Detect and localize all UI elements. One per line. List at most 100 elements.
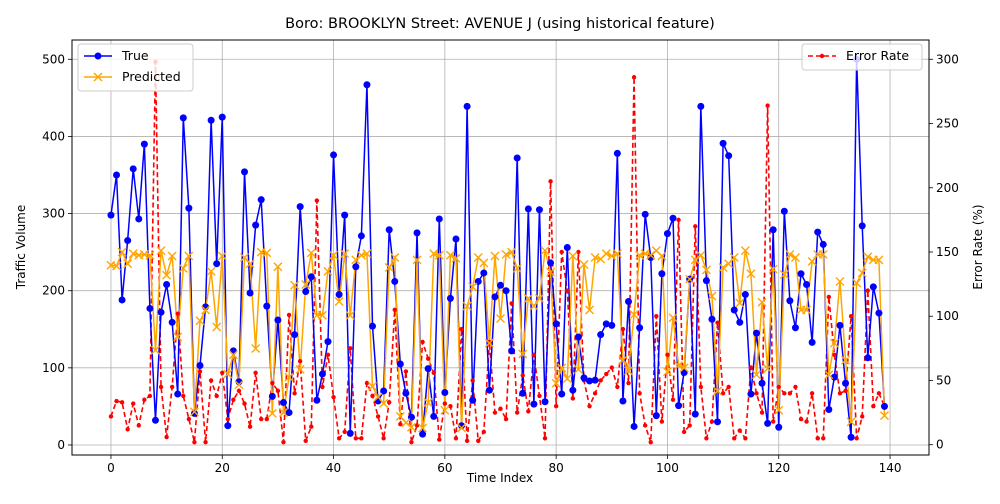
true-point	[814, 228, 822, 236]
error-rate-point	[592, 391, 598, 396]
error-rate-point	[425, 356, 431, 361]
true-point	[107, 211, 115, 219]
error-rate-point	[537, 393, 542, 399]
true-point	[380, 387, 388, 395]
y2-tick-label: 250	[936, 117, 959, 131]
true-point	[675, 402, 683, 410]
error-rate-point	[108, 414, 114, 419]
true-point	[363, 81, 371, 89]
predicted-point	[284, 372, 294, 382]
true-point	[808, 338, 816, 346]
true-point	[530, 400, 538, 408]
error-rate-point	[342, 429, 347, 435]
true-point	[341, 211, 349, 219]
predicted-point	[763, 364, 773, 374]
error-rate-point	[231, 397, 236, 402]
error-rate-point	[548, 179, 553, 184]
true-point	[257, 196, 265, 204]
true-point	[636, 324, 644, 332]
true-point	[441, 389, 449, 397]
predicted-point	[623, 366, 633, 376]
error-rate-point	[119, 400, 125, 405]
true-point	[302, 287, 310, 295]
error-rate-point	[498, 406, 503, 411]
true-point	[513, 154, 521, 162]
predicted-point	[445, 250, 455, 260]
predicted-point	[529, 301, 539, 311]
true-point	[647, 254, 655, 262]
true-point	[190, 409, 198, 417]
predicted-point	[785, 249, 795, 259]
error-rate-point	[336, 436, 342, 441]
error-rate-point	[809, 391, 815, 396]
y2-tick-label: 300	[936, 52, 959, 66]
error-rate-point	[876, 391, 882, 396]
error-rate-point	[570, 396, 576, 401]
predicted-point	[607, 251, 617, 261]
error-rate-point	[175, 311, 180, 316]
true-point	[842, 379, 850, 387]
true-point	[608, 321, 616, 329]
error-rate-point	[860, 414, 865, 419]
predicted-point	[278, 408, 288, 418]
y2-axis-label: Error Rate (%)	[971, 204, 985, 289]
predicted-point	[751, 370, 761, 380]
true-point	[168, 318, 176, 326]
predicted-point	[468, 282, 478, 292]
error-rate-point	[720, 391, 726, 396]
error-rate-point	[364, 380, 370, 386]
true-point	[819, 240, 827, 248]
error-rate-point	[631, 75, 637, 80]
error-rate-point	[459, 326, 464, 332]
predicted-point	[189, 407, 199, 417]
error-rate-point	[409, 439, 414, 445]
true-point	[780, 207, 788, 215]
predicted-point	[757, 297, 767, 307]
true-point	[730, 306, 738, 314]
x-tick-label: 140	[879, 461, 902, 475]
true-point	[357, 232, 365, 240]
error-rate-point	[220, 370, 225, 375]
y2-axis-ticks: 0 50 100 150 200 250 300	[929, 52, 959, 452]
x-tick-label: 120	[767, 461, 790, 475]
true-point	[291, 331, 299, 339]
predicted-point	[562, 374, 572, 384]
error-rate-point	[848, 314, 854, 319]
error-rate-point	[526, 409, 531, 414]
predicted-point	[345, 310, 355, 320]
true-point	[313, 396, 321, 404]
y-tick-label: 0	[57, 438, 65, 452]
plot-frame	[71, 39, 930, 456]
error-rate-point	[264, 416, 269, 422]
error-rate-point	[759, 410, 765, 415]
error-rate-point	[325, 352, 331, 357]
true-point	[213, 260, 221, 268]
true-point	[880, 402, 888, 410]
error-rate-point	[431, 370, 436, 375]
error-rate-point	[854, 436, 859, 441]
legend-true-label: True	[121, 48, 149, 63]
true-point	[491, 293, 499, 301]
true-point	[224, 422, 232, 430]
error-rate-point	[270, 380, 275, 386]
error-rate-point	[553, 403, 559, 409]
error-rate-point	[303, 438, 308, 444]
true-point	[241, 168, 249, 176]
y-axis-label: Traffic Volume	[14, 205, 28, 291]
predicted-point	[696, 250, 706, 260]
predicted-point	[874, 255, 884, 265]
grid	[72, 40, 929, 455]
error-rate-point	[871, 403, 876, 409]
error-rate-point	[197, 369, 203, 374]
predicted-point	[701, 265, 711, 275]
predicted-point	[234, 380, 244, 390]
legend-error-label: Error Rate	[846, 48, 909, 63]
error-rate-point	[470, 378, 475, 383]
error-rate-point	[843, 388, 848, 393]
error-rate-point	[203, 439, 208, 445]
predicted-point	[418, 423, 428, 433]
true-point	[435, 215, 443, 223]
true-point	[391, 277, 399, 285]
predicted-point	[546, 267, 556, 277]
error-rate-point	[348, 346, 353, 351]
